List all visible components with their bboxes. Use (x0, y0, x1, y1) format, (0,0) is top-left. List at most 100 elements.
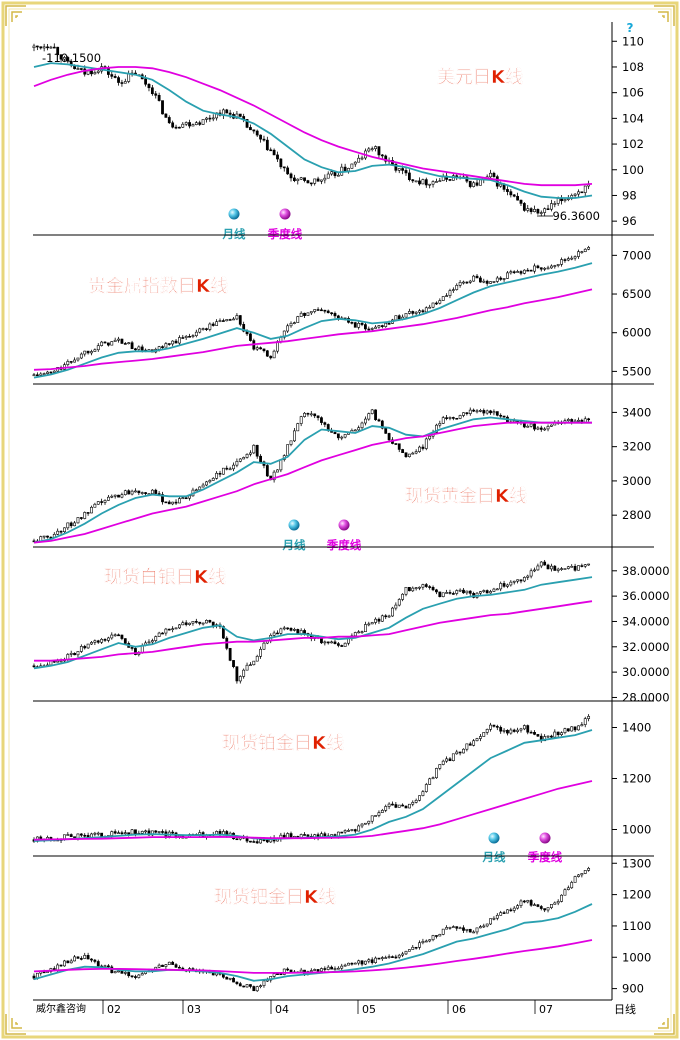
candle-body (431, 181, 435, 185)
candle-body (272, 632, 276, 636)
candle-body (296, 423, 300, 432)
y-tick-label: 110 (622, 34, 644, 48)
candle-body (516, 905, 520, 909)
quarter-ma-line (33, 780, 593, 841)
candle-body (289, 833, 293, 839)
candle-body (512, 907, 516, 911)
candle-body (103, 639, 107, 641)
candle-body (303, 834, 306, 836)
candle-body (79, 68, 83, 70)
candle-body (468, 180, 472, 187)
candle-body (69, 652, 73, 655)
candle-body (130, 975, 134, 978)
candle-body (73, 359, 76, 363)
quarter-ma-line (34, 600, 593, 662)
candle-body (489, 410, 492, 414)
corner-ornament-bl (5, 1014, 26, 1035)
candle-body (472, 931, 476, 934)
candle-body (117, 77, 120, 83)
candle-body (157, 346, 161, 350)
candle-body (587, 418, 591, 421)
candle-body (52, 370, 56, 373)
candle-body (262, 348, 266, 352)
panel-title: 美元日K线 (437, 66, 523, 88)
candle-body (394, 315, 398, 321)
candle-body (309, 413, 313, 416)
candle-body (39, 373, 43, 376)
candle-body (316, 178, 320, 182)
candle-body (32, 975, 36, 979)
y-tick-label: 6500 (622, 287, 651, 301)
candle-body (516, 579, 520, 582)
candle-body (249, 840, 252, 843)
candle-body (492, 172, 496, 177)
candle-body (485, 590, 489, 594)
candle-body (255, 986, 259, 992)
candle-body (198, 122, 202, 125)
candle-body (63, 960, 66, 967)
y-tick-label: 102 (622, 137, 644, 151)
candle-body (367, 148, 371, 152)
candle-body (401, 593, 405, 600)
candle-body (282, 627, 286, 630)
y-tick-label: 1400 (622, 721, 651, 735)
candle-body (370, 815, 374, 822)
candle-body (59, 964, 63, 967)
candle-body (252, 444, 256, 454)
candle-body (353, 322, 357, 328)
candle-body (577, 725, 580, 731)
candle-body (492, 724, 496, 727)
candle-body (171, 961, 175, 965)
candle-body (414, 946, 418, 949)
candle-body (164, 113, 168, 118)
candle-body (340, 965, 344, 969)
candle-body (117, 494, 120, 498)
candle-body (336, 643, 340, 646)
candle-body (174, 627, 178, 630)
candle-body (492, 411, 496, 414)
candle-body (421, 310, 425, 313)
candle-body (566, 419, 570, 422)
candle-body (360, 422, 364, 429)
candle-body (516, 271, 520, 273)
candle-body (519, 579, 523, 582)
candle-body (191, 335, 195, 337)
candle-body (49, 371, 53, 374)
candle-body (286, 833, 290, 838)
candle-body (384, 806, 388, 811)
candle-body (435, 768, 438, 779)
candle-body (83, 955, 87, 959)
candle-body (512, 580, 516, 583)
help-icon[interactable]: ? (627, 21, 634, 35)
candle-body (320, 309, 323, 312)
panel-title: 现货白银日K线 (104, 566, 226, 588)
candle-body (46, 46, 49, 49)
candle-body (123, 832, 127, 834)
candle-body (49, 660, 53, 666)
candle-body (394, 163, 398, 171)
candle-body (235, 666, 239, 682)
candle-body (181, 622, 185, 626)
candle-body (357, 427, 361, 431)
candle-body (103, 965, 107, 968)
candle-body (539, 561, 543, 567)
candle-body (93, 959, 97, 962)
candle-body (113, 494, 117, 497)
candle-body (171, 501, 175, 505)
candle-body (475, 182, 479, 186)
candle-body (235, 838, 239, 841)
candle-body (347, 962, 350, 966)
candle-body (377, 419, 381, 422)
legend-label: 月线 (282, 538, 306, 552)
candle-body (448, 290, 452, 296)
candle-body (201, 484, 205, 488)
candle-body (164, 343, 168, 348)
candle-body (411, 587, 415, 592)
candle-body (134, 976, 137, 978)
candle-body (140, 973, 144, 976)
candle-body (66, 522, 70, 529)
candle-body (333, 968, 337, 970)
candle-body (90, 958, 93, 961)
candle-body (435, 181, 438, 183)
